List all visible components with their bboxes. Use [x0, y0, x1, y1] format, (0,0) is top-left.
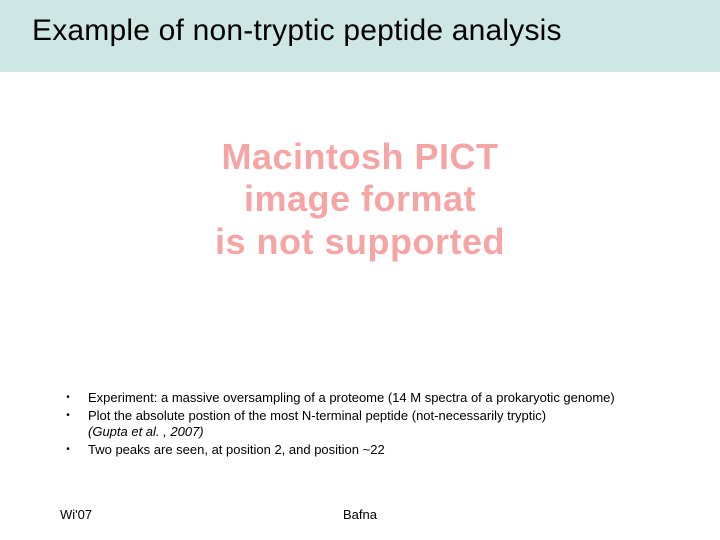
bullet-text: Experiment: a massive oversampling of a … [88, 390, 688, 406]
bullet-marker: • [48, 390, 88, 406]
slide: Example of non-tryptic peptide analysis … [0, 0, 720, 540]
bullet-text-main: Plot the absolute postion of the most N-… [88, 408, 546, 423]
list-item: • Experiment: a massive oversampling of … [48, 390, 688, 406]
bullet-text: Two peaks are seen, at position 2, and p… [88, 442, 688, 458]
list-item: • Two peaks are seen, at position 2, and… [48, 442, 688, 458]
pict-line-3: is not supported [140, 221, 580, 263]
footer-center: Bafna [0, 507, 720, 522]
list-item: • Plot the absolute postion of the most … [48, 408, 688, 440]
pict-placeholder: Macintosh PICT image format is not suppo… [140, 136, 580, 263]
bullet-marker: • [48, 442, 88, 458]
bullet-marker: • [48, 408, 88, 424]
bullet-text: Plot the absolute postion of the most N-… [88, 408, 688, 440]
bullet-citation: (Gupta et al. , 2007) [88, 424, 204, 439]
slide-title: Example of non-tryptic peptide analysis [32, 14, 562, 48]
bullet-list: • Experiment: a massive oversampling of … [48, 390, 688, 460]
pict-line-2: image format [140, 178, 580, 220]
pict-line-1: Macintosh PICT [140, 136, 580, 178]
